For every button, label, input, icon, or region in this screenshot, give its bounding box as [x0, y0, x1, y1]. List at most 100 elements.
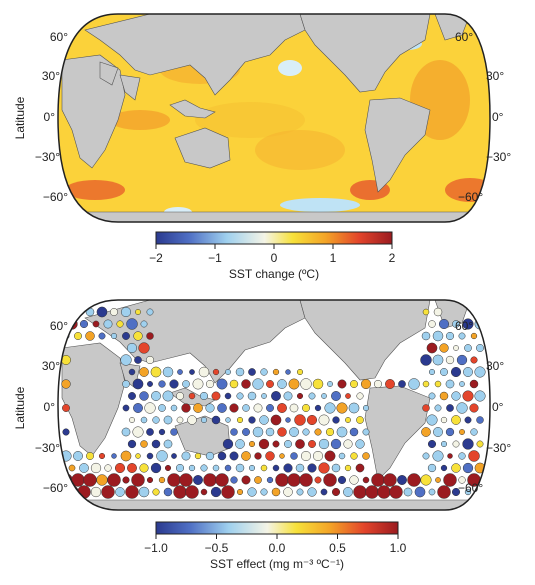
sst-effect-point — [414, 486, 426, 498]
lat-tick: 60° — [50, 319, 68, 333]
sst-effect-point — [252, 378, 264, 390]
sst-effect-point — [432, 330, 444, 342]
sst-effect-point — [181, 451, 191, 461]
sst-effect-point — [169, 379, 179, 389]
sst-effect-point — [324, 402, 336, 414]
lat-tick: 0° — [492, 110, 504, 124]
sst-effect-point — [163, 415, 173, 425]
sst-effect-point — [247, 391, 257, 401]
sst-effect-point — [248, 464, 256, 472]
sst-effect-point — [468, 450, 480, 462]
sst-effect-point — [74, 332, 82, 340]
warm-patch — [110, 110, 170, 130]
sst-effect-point — [200, 488, 208, 496]
sst-effect-point — [420, 354, 432, 366]
sst-effect-point — [271, 487, 281, 497]
sst-effect-point — [445, 331, 455, 341]
sst-effect-point — [217, 451, 227, 461]
colorbar-tick: 0.5 — [329, 541, 346, 555]
sst-effect-point — [290, 452, 298, 460]
lat-tick: −30° — [35, 441, 60, 455]
sst-effect-point — [193, 403, 203, 413]
sst-effect-point — [241, 475, 251, 485]
sst-effect-point — [285, 417, 291, 423]
sst-effect-point — [261, 393, 267, 399]
sst-effect-point — [199, 391, 209, 401]
sst-effect-point — [437, 485, 451, 499]
sst-effect-point — [426, 414, 438, 426]
sst-effect-point — [122, 404, 130, 412]
sst-effect-point — [302, 404, 310, 412]
sst-effect-map: 60° 30° 0° −30° −60° 60° 30° 0° −30° −60… — [13, 299, 511, 511]
sst-effect-point — [435, 477, 441, 483]
sst-effect-point — [452, 320, 460, 328]
sst-effect-point — [116, 320, 124, 328]
sst-effect-point — [452, 440, 460, 448]
sst-effect-point — [445, 379, 455, 389]
sst-effect-point — [283, 487, 293, 497]
sst-effect-point — [132, 426, 144, 438]
lat-tick: 0° — [492, 400, 504, 414]
sst-effect-point — [147, 381, 153, 387]
sst-effect-point — [224, 392, 232, 400]
sst-effect-point — [277, 403, 287, 413]
sst-effect-point — [338, 452, 346, 460]
sst-effect-point — [259, 415, 269, 425]
sst-effect-point — [79, 319, 89, 329]
sst-effect-point — [277, 379, 287, 389]
sst-effect-point — [314, 428, 322, 436]
sst-effect-point — [86, 452, 94, 460]
sst-effect-point — [289, 427, 299, 437]
lat-tick: 60° — [455, 30, 473, 44]
sst-effect-point — [225, 417, 231, 423]
sst-effect-point — [323, 473, 337, 487]
sst-effect-point — [182, 380, 190, 388]
sst-effect-point — [296, 488, 304, 496]
sst-effect-point — [312, 450, 324, 462]
sst-effect-point — [229, 403, 239, 413]
sst-effect-point — [212, 368, 220, 376]
sst-effect-point — [350, 380, 358, 388]
sst-effect-point — [170, 428, 178, 436]
sst-effect-point — [371, 473, 385, 487]
sst-effect-point — [271, 391, 281, 401]
sst-effect-point — [349, 475, 359, 485]
sst-effect-point — [360, 378, 372, 390]
sst-effect-point — [451, 415, 461, 425]
sst-effect-point — [275, 473, 289, 487]
sst-effect-point — [193, 475, 203, 485]
sst-effect-point — [225, 369, 231, 375]
sst-effect-point — [144, 402, 156, 414]
sst-effect-point — [138, 342, 150, 354]
sst-effect-point — [462, 390, 474, 402]
sst-effect-point — [428, 368, 436, 376]
sst-effect-point — [377, 485, 391, 499]
sst-effect-point — [288, 378, 300, 390]
sst-effect-point — [474, 366, 486, 378]
sst-effect-point — [439, 391, 449, 401]
sst-effect-point — [300, 378, 312, 390]
colorbar-gradient — [155, 231, 393, 245]
sst-effect-point — [61, 379, 71, 389]
sst-effect-point — [236, 392, 244, 400]
land — [58, 300, 490, 510]
sst-effect-point — [158, 476, 166, 484]
sst-effect-point — [450, 366, 462, 378]
warm-patch — [195, 102, 305, 138]
sst-effect-point — [221, 485, 235, 499]
lat-ticks-left: 60° 30° 0° −30° −60° — [35, 319, 68, 495]
sst-effect-point — [139, 463, 149, 473]
sst-effect-point — [462, 318, 474, 330]
sst-effect-point — [434, 380, 442, 388]
sst-effect-point — [127, 439, 137, 449]
sst-effect-point — [331, 391, 341, 401]
sst-effect-point — [126, 342, 138, 354]
sst-effect-point — [252, 426, 264, 438]
sst-effect-point — [98, 452, 106, 460]
lat-tick: 60° — [455, 319, 473, 333]
sst-effect-point — [345, 393, 351, 399]
arabia — [99, 61, 119, 86]
sst-effect-point — [194, 452, 202, 460]
sst-effect-point — [336, 426, 348, 438]
